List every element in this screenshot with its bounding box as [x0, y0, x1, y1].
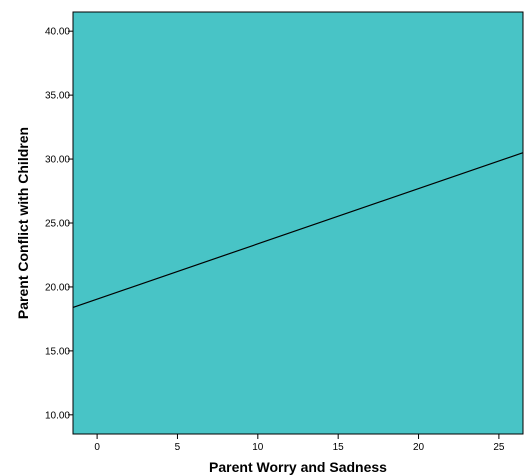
x-tick-label: 25 — [493, 442, 505, 453]
regression-line — [72, 152, 524, 308]
plot-frame — [72, 11, 524, 435]
x-tick-label: 15 — [333, 442, 345, 453]
y-tick-label: 40.00 — [45, 27, 70, 38]
x-axis-title: Parent Worry and Sadness — [209, 459, 387, 475]
y-tick-label: 35.00 — [45, 91, 70, 102]
plot-area — [73, 12, 523, 434]
y-tick-label: 15.00 — [45, 346, 70, 357]
x-tick-label: 0 — [94, 442, 100, 453]
y-tick-label: 25.00 — [45, 219, 70, 230]
y-axis-ticks: 10.00 15.00 20.00 25.00 30.00 35.00 40.00 — [45, 27, 73, 421]
y-tick-label: 30.00 — [45, 155, 70, 166]
x-tick-label: 20 — [413, 442, 425, 453]
y-tick-label: 10.00 — [45, 410, 70, 421]
x-tick-label: 10 — [252, 442, 264, 453]
x-tick-label: 5 — [175, 442, 181, 453]
y-tick-label: 20.00 — [45, 282, 70, 293]
x-axis-ticks: 0 5 10 15 20 25 — [94, 434, 505, 453]
y-axis-title: Parent Conflict with Children — [15, 127, 31, 319]
